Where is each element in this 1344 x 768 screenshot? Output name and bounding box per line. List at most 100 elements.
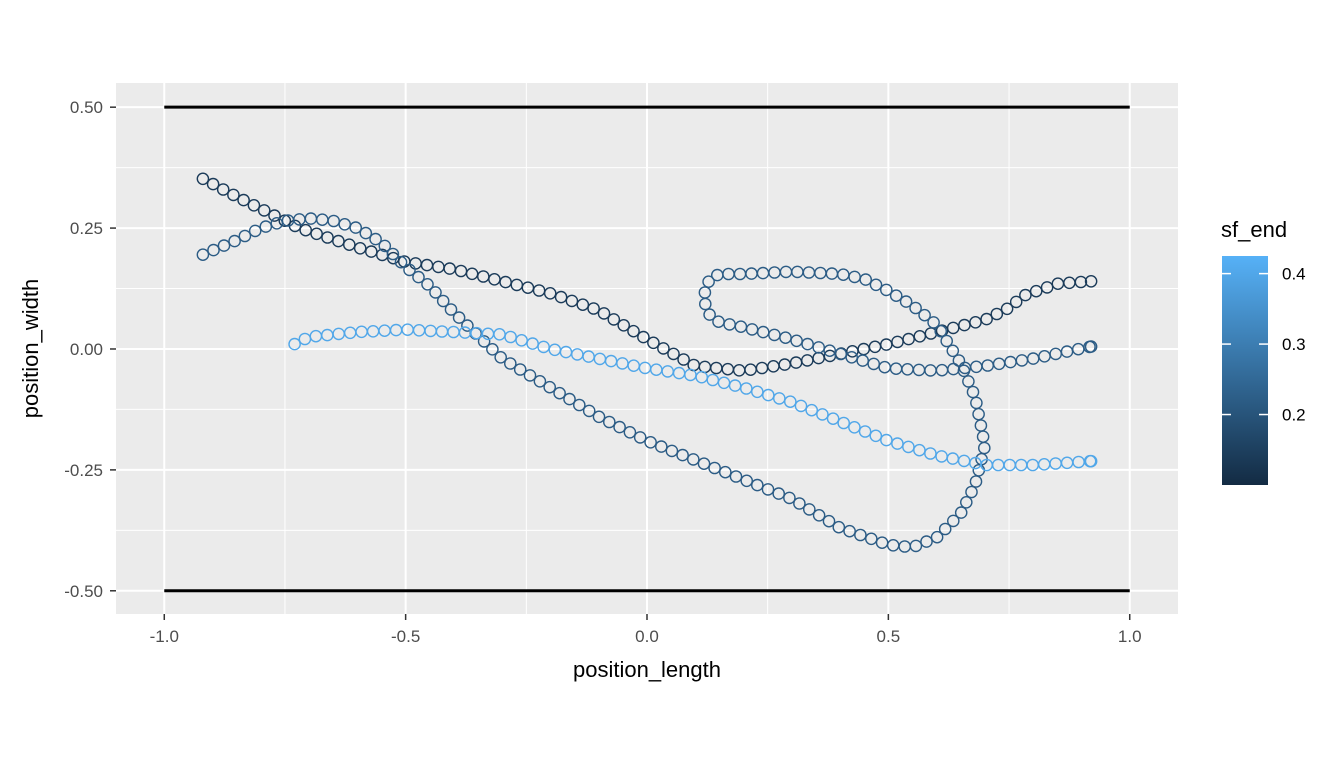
data-point — [268, 209, 281, 222]
data-point — [869, 429, 883, 443]
data-point — [227, 188, 240, 202]
data-point — [703, 308, 716, 321]
data-point — [582, 404, 596, 418]
data-point — [248, 224, 262, 238]
data-point — [526, 337, 539, 350]
data-point — [196, 248, 210, 261]
y-axis: -0.50 -0.25 0.00 0.25 0.50 — [64, 98, 116, 601]
data-point — [1009, 295, 1023, 309]
data-point — [940, 334, 954, 348]
data-point — [930, 530, 944, 544]
data-point — [412, 270, 425, 284]
data-point — [216, 183, 230, 196]
data-point — [834, 347, 848, 361]
data-point — [237, 193, 250, 207]
data-point — [865, 532, 878, 546]
data-point — [657, 342, 670, 355]
data-point — [647, 336, 660, 350]
y-tick-label: 0.50 — [70, 98, 103, 117]
data-point — [801, 337, 814, 351]
data-point — [858, 425, 872, 438]
data-point — [826, 412, 840, 426]
data-point — [889, 289, 903, 303]
data-point — [812, 341, 826, 354]
data-point — [762, 388, 775, 402]
data-point — [740, 474, 754, 488]
data-point — [247, 198, 261, 212]
data-point — [1084, 454, 1098, 468]
data-point — [708, 461, 721, 475]
data-point — [790, 334, 803, 348]
data-point — [573, 398, 586, 412]
data-point — [533, 374, 547, 388]
data-point — [740, 382, 753, 395]
data-point — [228, 234, 241, 248]
data-point — [751, 478, 764, 492]
data-point — [803, 503, 816, 516]
data-point — [461, 319, 474, 332]
data-point — [565, 294, 579, 308]
data-point — [962, 375, 975, 388]
data-point — [543, 286, 557, 300]
data-point — [823, 344, 837, 358]
data-point — [880, 283, 893, 297]
data-point — [856, 354, 870, 367]
data-point — [553, 386, 566, 400]
data-point — [832, 520, 846, 534]
legend-break-label: 0.3 — [1282, 335, 1306, 354]
data-point — [378, 239, 392, 253]
data-point — [880, 433, 893, 447]
data-point — [386, 251, 400, 265]
data-point — [965, 485, 978, 499]
x-tick-label: 1.0 — [1118, 627, 1142, 646]
data-point — [1084, 274, 1098, 288]
data-point — [697, 457, 711, 471]
data-point — [1074, 275, 1088, 289]
data-point — [494, 350, 508, 364]
data-point — [196, 172, 210, 186]
data-point — [452, 311, 466, 324]
data-point — [1029, 284, 1043, 298]
data-point — [909, 301, 922, 315]
legend-break-label: 0.4 — [1282, 265, 1306, 284]
data-point — [207, 243, 220, 257]
data-point — [702, 275, 715, 289]
data-point — [699, 297, 712, 311]
x-tick-label: -1.0 — [150, 627, 179, 646]
data-point — [537, 340, 550, 354]
data-point — [563, 392, 576, 406]
data-point — [342, 238, 356, 251]
y-tick-label: 0.25 — [70, 219, 103, 238]
data-point — [729, 470, 743, 483]
data-point — [793, 497, 806, 510]
data-point — [359, 226, 373, 240]
data-point — [543, 380, 557, 394]
data-point — [655, 440, 668, 453]
data-point — [805, 403, 819, 417]
data-point — [259, 220, 273, 233]
y-tick-label: -0.50 — [64, 582, 103, 601]
data-point — [421, 277, 434, 291]
data-point — [946, 344, 960, 358]
data-point — [607, 313, 621, 326]
y-tick-label: 0.00 — [70, 340, 103, 359]
data-point — [816, 408, 829, 421]
data-point — [711, 268, 724, 282]
data-point — [477, 335, 491, 348]
data-point — [920, 535, 933, 548]
data-point — [504, 330, 517, 344]
data-point — [623, 425, 637, 439]
y-tick-label: -0.25 — [64, 461, 103, 480]
x-tick-label: 0.0 — [635, 627, 659, 646]
data-point — [687, 453, 700, 466]
data-point — [444, 303, 458, 316]
data-point — [349, 221, 363, 234]
data-point — [1040, 281, 1054, 294]
data-point — [321, 231, 334, 244]
data-point — [338, 217, 352, 231]
data-point — [773, 392, 786, 405]
data-point — [513, 363, 527, 376]
data-point — [822, 514, 836, 528]
data-point — [909, 539, 923, 553]
